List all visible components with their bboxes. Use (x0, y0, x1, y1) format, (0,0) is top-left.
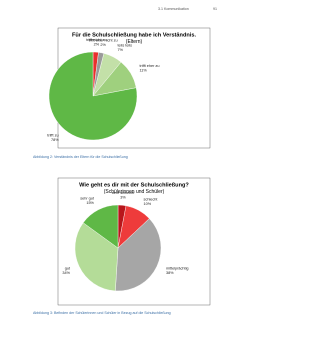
slice-category: trifft nicht zu (86, 38, 106, 42)
page-number: 91 (213, 7, 217, 11)
slice-value-label: 34% (62, 271, 70, 275)
slice-label: mittelprächtig 38% (166, 266, 189, 275)
section-header: 3.1 Kommunikation (158, 7, 189, 11)
slice-value-label: 78% (51, 138, 59, 142)
pie-slice (74, 222, 119, 292)
pie-slice (115, 218, 162, 292)
slice-label: schlecht 10% (144, 197, 159, 206)
chart-subtitle: (Eltern) (126, 39, 143, 45)
slice-value-label: 11% (139, 69, 147, 73)
slice-value-label: 7% (118, 48, 124, 52)
pie-slice (48, 51, 138, 141)
slice-label: sehr schlecht 3% (112, 191, 135, 200)
slice-category: teils teils (118, 44, 133, 48)
slice-label: trifft zu 78% (47, 133, 59, 142)
slice-category: trifft eher nicht zu (89, 39, 118, 43)
slice-category: gut (65, 266, 71, 270)
slice-label: gut 34% (62, 266, 71, 275)
slice-category: sehr gut (80, 196, 95, 200)
slice-value-label: 2% (94, 42, 100, 46)
chart-title: Für die Schulschließung habe ich Verstän… (72, 32, 196, 38)
slice-category: schlecht (144, 197, 159, 201)
slice-value-label: 10% (144, 202, 152, 206)
slice-category: mittelprächtig (166, 266, 189, 270)
slice-label: sehr gut 15% (80, 196, 95, 205)
slice-label: trifft eher zu 11% (139, 64, 159, 73)
slice-value-label: 38% (166, 271, 174, 275)
chart-subtitle: (Schülerinnen und Schüler) (104, 189, 165, 195)
figure-caption: Abbildung 3: Befinden der Schülerinnen u… (33, 311, 171, 315)
pie-slice (82, 204, 119, 249)
slice-value-label: 3% (120, 195, 126, 199)
slice-label: trifft nicht zu 2% (86, 38, 106, 47)
page: 3.1 Kommunikation 91 Für die Schulschlie… (33, 7, 217, 315)
slice-value-label: 2% (100, 43, 106, 47)
slice-label: teils teils 7% (118, 44, 133, 53)
slice-label: trifft eher nicht zu 2% (89, 39, 118, 48)
slice-value-label: 15% (86, 201, 94, 205)
slice-category: trifft eher zu (139, 64, 159, 68)
slice-category: trifft zu (47, 133, 58, 137)
chart-title: Wie geht es dir mit der Schulschließung? (79, 182, 189, 188)
slice-category: sehr schlecht (112, 191, 135, 195)
figure-caption: Abbildung 2: Verständnis der Eltern für … (33, 155, 128, 159)
